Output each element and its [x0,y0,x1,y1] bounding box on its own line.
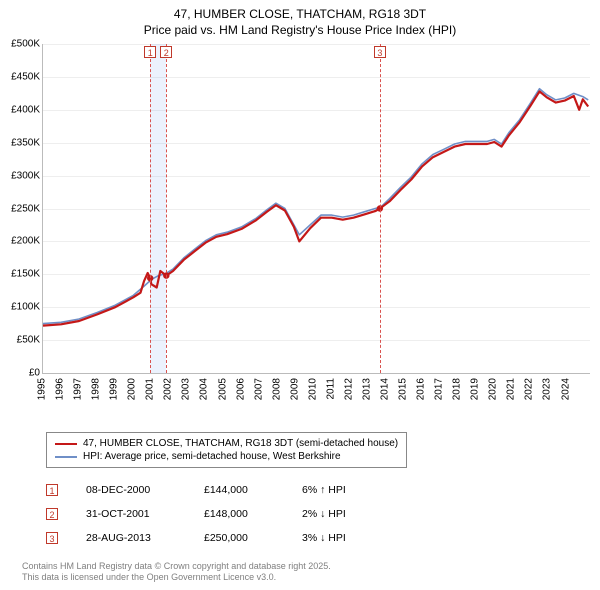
price-chart: 12 3 £0 £50K £100K £150K £200K £250K £300K £350K… [0,44,600,404]
x-tick-label: 2001 [145,378,156,400]
event-row-marker: 2 [46,508,58,520]
x-tick-label: 2007 [253,378,264,400]
event-marker: 1 [144,46,156,58]
event-row-date: 08-DEC-2000 [86,484,176,496]
x-tick-label: 1999 [109,378,120,400]
legend-swatch [55,456,77,458]
y-tick-label: £450K [0,71,40,82]
x-tick-label: 2012 [343,378,354,400]
event-row: 3 28-AUG-2013 £250,000 3% ↓ HPI [46,526,392,550]
x-tick-label: 2019 [470,378,481,400]
event-row-marker: 3 [46,532,58,544]
event-row-date: 31-OCT-2001 [86,508,176,520]
footer-line2: This data is licensed under the Open Gov… [22,572,331,584]
event-row-marker: 1 [46,484,58,496]
event-row: 2 31-OCT-2001 £148,000 2% ↓ HPI [46,502,392,526]
legend: 47, HUMBER CLOSE, THATCHAM, RG18 3DT (se… [46,432,407,468]
event-row-price: £148,000 [204,508,274,520]
event-marker: 2 [160,46,172,58]
x-tick-label: 2024 [560,378,571,400]
x-tick-label: 2015 [398,378,409,400]
footer-attribution: Contains HM Land Registry data © Crown c… [22,561,331,584]
page-subtitle: Price paid vs. HM Land Registry's House … [0,22,600,38]
page-title: 47, HUMBER CLOSE, THATCHAM, RG18 3DT [0,6,600,22]
x-tick-label: 2003 [181,378,192,400]
x-tick-label: 2010 [307,378,318,400]
y-tick-label: £300K [0,170,40,181]
y-tick-label: £500K [0,39,40,50]
x-tick-label: 2008 [271,378,282,400]
event-row-delta: 6% ↑ HPI [302,484,392,496]
x-tick-label: 2021 [506,378,517,400]
x-tick-label: 1996 [55,378,66,400]
x-tick-label: 1995 [37,378,48,400]
y-tick-label: £400K [0,104,40,115]
events-table: 1 08-DEC-2000 £144,000 6% ↑ HPI 2 31-OCT-2001… [46,478,392,550]
x-tick-label: 1997 [73,378,84,400]
event-marker: 3 [374,46,386,58]
footer-line1: Contains HM Land Registry data © Crown c… [22,561,331,573]
event-row-price: £144,000 [204,484,274,496]
x-tick-label: 2000 [127,378,138,400]
event-row-delta: 2% ↓ HPI [302,508,392,520]
legend-label: 47, HUMBER CLOSE, THATCHAM, RG18 3DT (se… [83,438,398,449]
x-tick-label: 2014 [380,378,391,400]
y-tick-label: £50K [0,335,40,346]
event-row-date: 28-AUG-2013 [86,532,176,544]
y-tick-label: £250K [0,203,40,214]
x-tick-label: 1998 [91,378,102,400]
y-tick-label: £100K [0,302,40,313]
x-tick-label: 2006 [235,378,246,400]
event-row-delta: 3% ↓ HPI [302,532,392,544]
x-tick-label: 2002 [163,378,174,400]
x-tick-label: 2005 [217,378,228,400]
x-tick-label: 2013 [361,378,372,400]
y-tick-label: £150K [0,269,40,280]
y-tick-label: £0 [0,368,40,379]
x-tick-label: 2022 [524,378,535,400]
x-tick-label: 2023 [542,378,553,400]
x-tick-label: 2020 [488,378,499,400]
x-tick-label: 2009 [289,378,300,400]
event-line [380,44,381,373]
x-tick-label: 2016 [416,378,427,400]
event-line [166,44,167,373]
series-subject [43,91,588,325]
x-tick-label: 2011 [325,378,336,400]
y-tick-label: £350K [0,137,40,148]
legend-row: HPI: Average price, semi-detached house,… [55,450,398,463]
x-tick-label: 2017 [434,378,445,400]
event-line [150,44,151,373]
y-tick-label: £200K [0,236,40,247]
x-tick-label: 2004 [199,378,210,400]
legend-row: 47, HUMBER CLOSE, THATCHAM, RG18 3DT (se… [55,437,398,450]
legend-swatch [55,443,77,445]
series-hpi [43,89,588,324]
event-row-price: £250,000 [204,532,274,544]
x-tick-label: 2018 [452,378,463,400]
legend-label: HPI: Average price, semi-detached house,… [83,451,341,462]
event-row: 1 08-DEC-2000 £144,000 6% ↑ HPI [46,478,392,502]
